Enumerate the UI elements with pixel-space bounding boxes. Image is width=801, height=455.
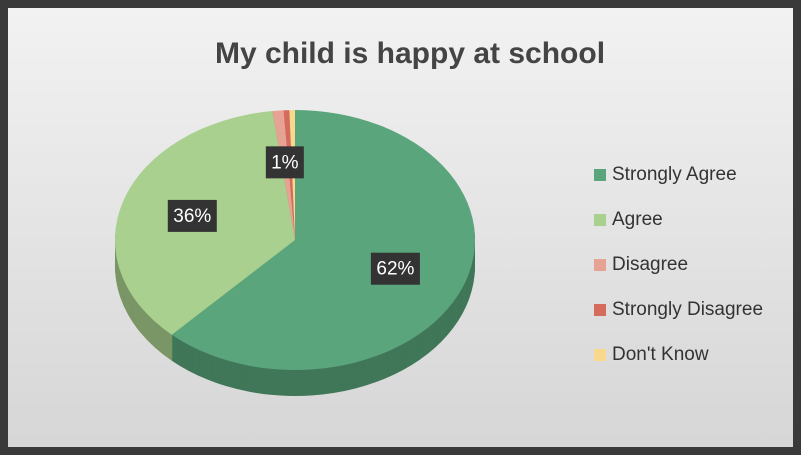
legend-swatch bbox=[594, 304, 606, 316]
legend-swatch bbox=[594, 214, 606, 226]
legend-label: Strongly Agree bbox=[612, 164, 737, 185]
legend-swatch bbox=[594, 169, 606, 181]
pie bbox=[114, 110, 476, 396]
data-label: 1% bbox=[271, 152, 299, 173]
slice bbox=[171, 110, 475, 370]
legend-swatch bbox=[594, 349, 606, 361]
legend-label: Strongly Disagree bbox=[612, 299, 763, 320]
chart-title: My child is happy at school bbox=[215, 37, 605, 70]
legend-swatch bbox=[594, 259, 606, 271]
data-label-box bbox=[167, 199, 217, 232]
legend-label: Disagree bbox=[612, 254, 688, 275]
data-label-box bbox=[265, 146, 304, 179]
legend-label: Agree bbox=[612, 209, 663, 230]
data-label-box bbox=[370, 252, 420, 285]
legend: Strongly Agree Agree Disagree Strongly Disa… bbox=[594, 164, 763, 365]
data-label: 62% bbox=[376, 259, 414, 280]
data-labels: 62% 36% 1% bbox=[167, 146, 420, 285]
legend-label: Don't Know bbox=[612, 344, 709, 365]
data-label: 36% bbox=[173, 206, 211, 227]
